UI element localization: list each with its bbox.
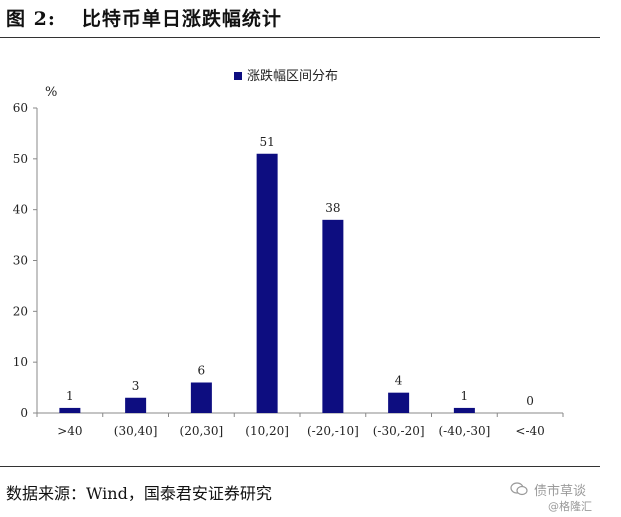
bar [256, 153, 278, 413]
x-tick-label: (-20,-10] [307, 424, 359, 438]
x-tick-label: (20,30] [180, 424, 224, 438]
data-label: 1 [66, 389, 74, 403]
y-tick-label: 0 [20, 406, 28, 420]
bar-chart: 涨跌幅区间分布%01020304050601>403(30,40]6(20,30… [13, 68, 564, 438]
bar [388, 392, 410, 413]
watermark-line1: 债市草谈 [534, 484, 587, 499]
data-label: 0 [526, 394, 534, 408]
bar [59, 407, 81, 413]
data-label: 38 [325, 201, 340, 215]
x-tick-label: (-40,-30] [438, 424, 490, 438]
bar [125, 397, 147, 413]
figure-title-text: 比特币单日涨跌幅统计 [81, 8, 282, 30]
y-unit-label: % [45, 85, 57, 100]
bottom-rule [0, 466, 600, 467]
legend-label: 涨跌幅区间分布 [247, 68, 338, 84]
data-label: 3 [132, 379, 140, 393]
y-tick-label: 30 [13, 254, 28, 268]
y-tick-label: 20 [13, 304, 28, 318]
source-note: 数据来源：Wind，国泰君安证券研究 [6, 484, 272, 503]
figure-number: 图 2: [6, 8, 56, 30]
x-tick-label: <-40 [515, 424, 544, 438]
data-label: 1 [461, 389, 469, 403]
legend-swatch [234, 72, 242, 80]
wechat-icon [510, 482, 528, 496]
watermark-line2: @格隆汇 [548, 500, 592, 513]
data-label: 4 [395, 374, 403, 388]
y-tick-label: 50 [13, 152, 28, 166]
watermark: 债市草谈 @格隆汇 [508, 478, 618, 514]
figure-title: 图 2: 比特币单日涨跌幅统计 [6, 4, 606, 34]
x-tick-label: (30,40] [114, 424, 158, 438]
data-label: 6 [198, 364, 206, 378]
x-tick-label: >40 [57, 424, 82, 438]
x-tick-label: (10,20] [245, 424, 289, 438]
legend: 涨跌幅区间分布 [234, 68, 338, 84]
y-tick-label: 40 [13, 203, 28, 217]
y-tick-label: 10 [13, 355, 28, 369]
data-label: 51 [259, 135, 274, 149]
y-tick-label: 60 [13, 101, 28, 115]
bar [322, 219, 344, 413]
bar [453, 407, 475, 413]
bar [190, 382, 212, 413]
x-tick-label: (-30,-20] [373, 424, 425, 438]
top-rule [0, 37, 600, 38]
